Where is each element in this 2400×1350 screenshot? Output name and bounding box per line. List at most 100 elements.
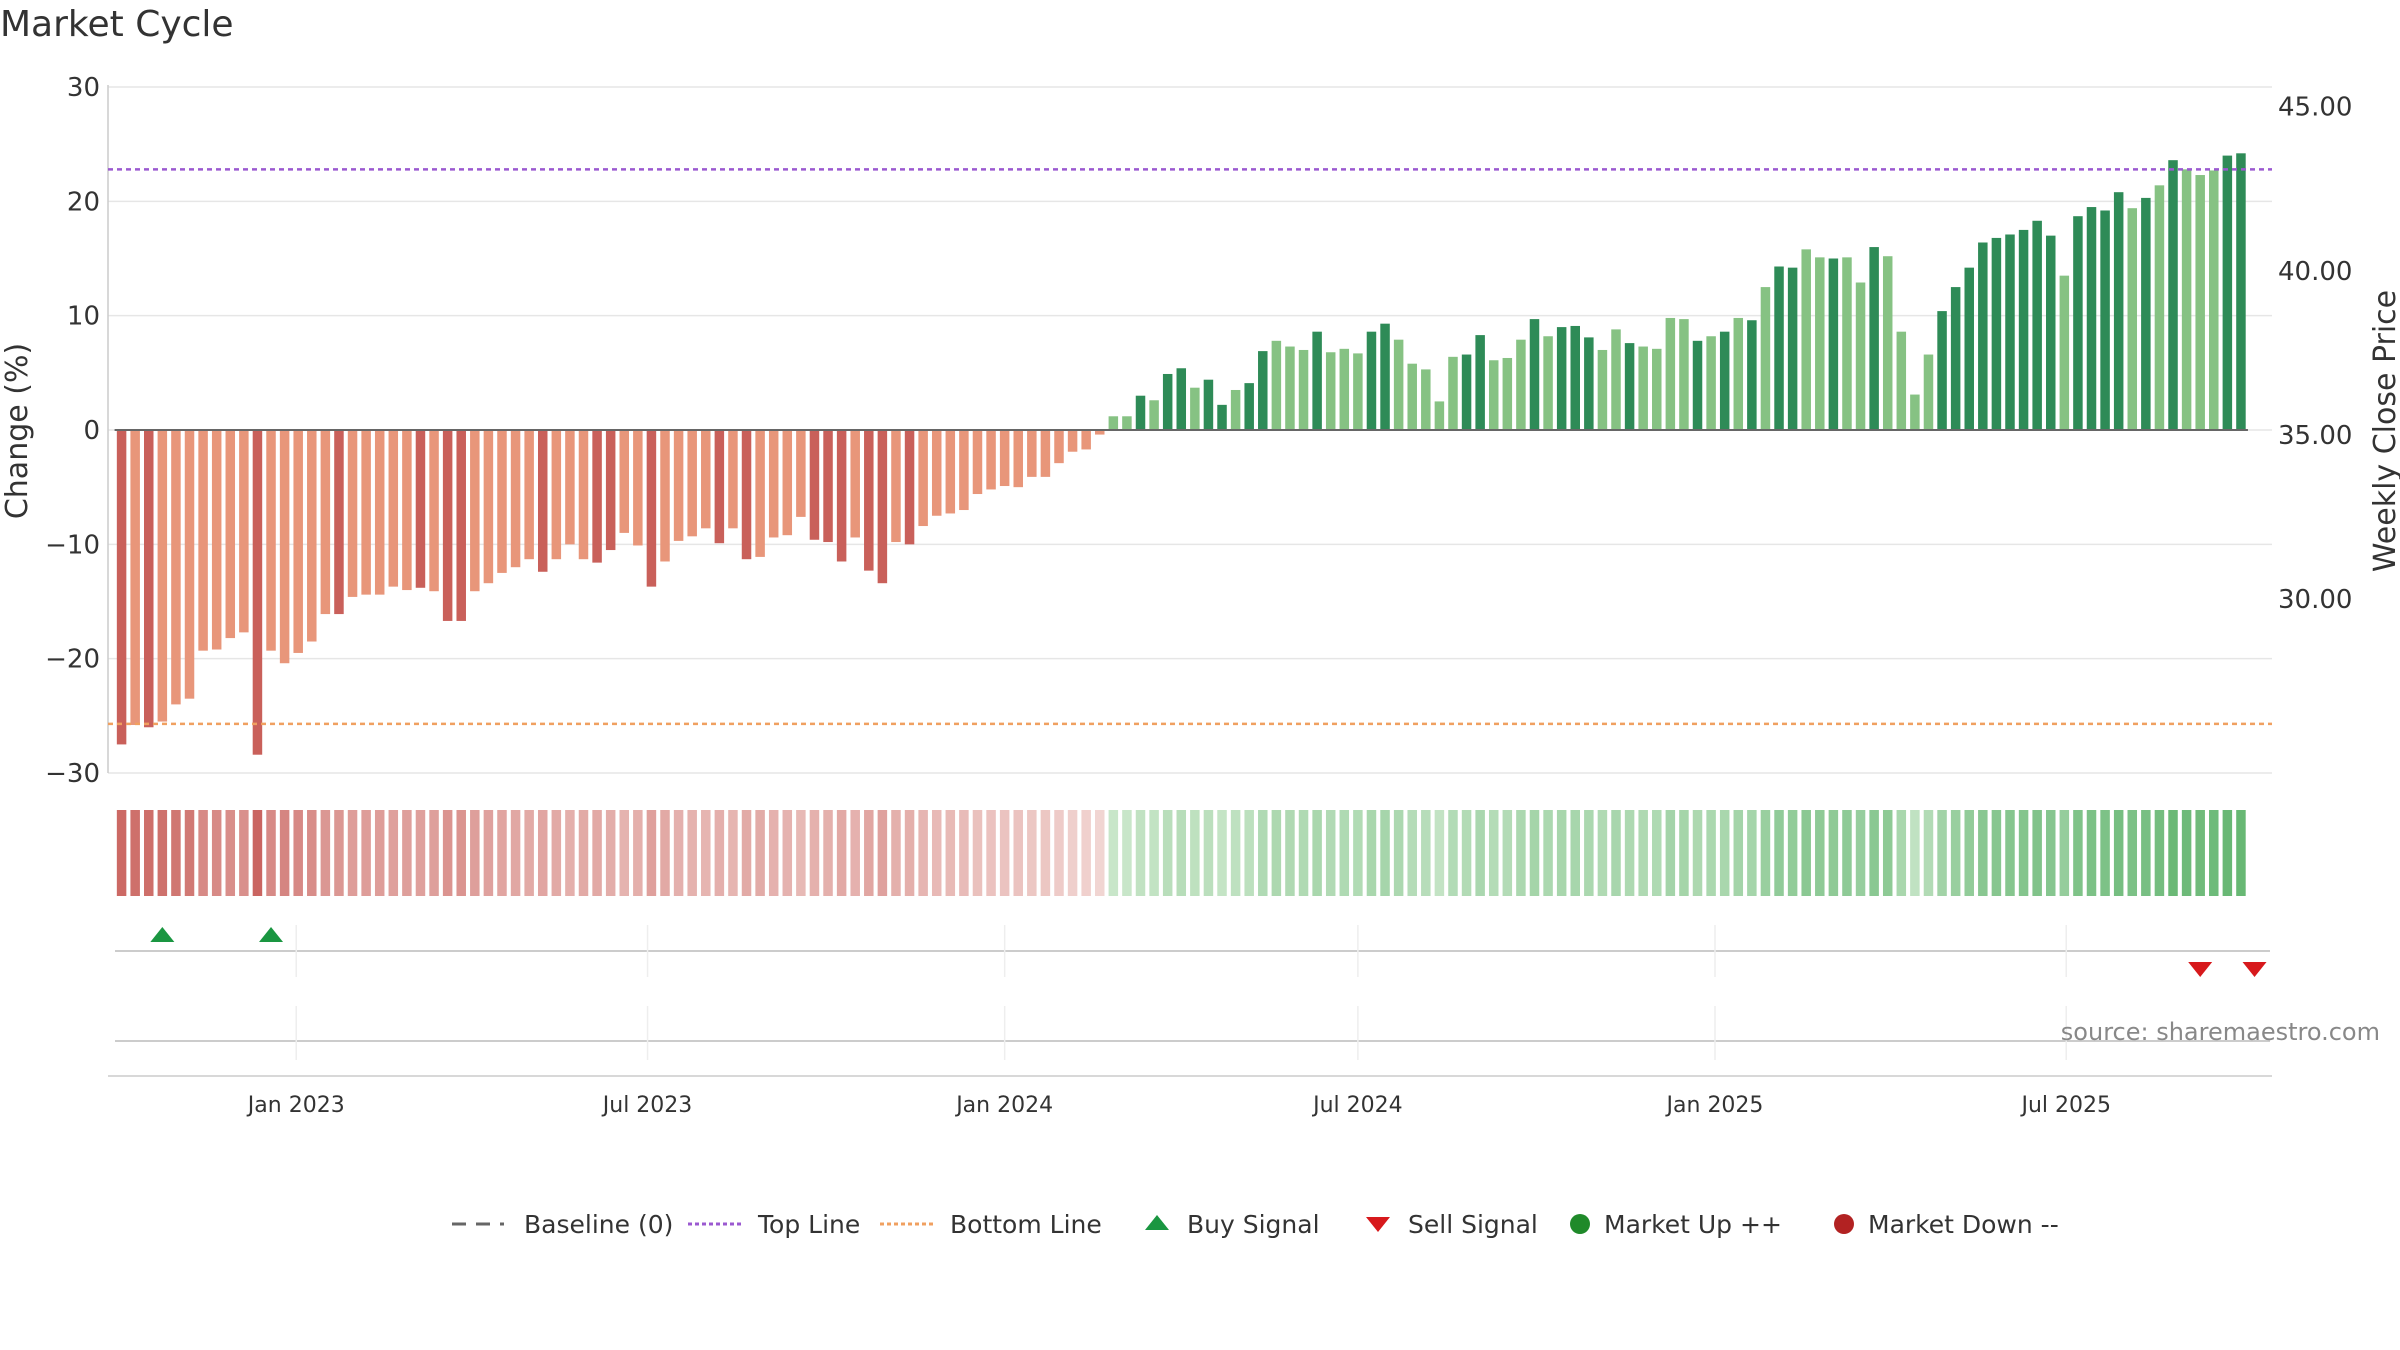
- bar: [1448, 356, 1458, 430]
- x-tick-label: Jan 2025: [1665, 1093, 1764, 1118]
- bar: [673, 430, 684, 541]
- bar: [1638, 346, 1648, 430]
- bar: [592, 430, 602, 563]
- bar: [1760, 287, 1771, 430]
- bar: [986, 430, 996, 490]
- bar: [2018, 229, 2029, 430]
- heat-cell: [470, 810, 480, 896]
- axes: Change (%) Weekly Close Price 30 20 10 0 −10…: [0, 73, 2400, 1118]
- bar: [728, 430, 738, 529]
- heat-cell: [1882, 810, 1893, 896]
- bar: [402, 430, 412, 591]
- heat-cell: [687, 810, 697, 896]
- bar: [144, 430, 154, 728]
- heat-cell: [239, 810, 249, 896]
- heat-cell: [2032, 810, 2042, 896]
- bar: [959, 430, 969, 511]
- bar: [307, 430, 317, 642]
- bar: [864, 430, 874, 571]
- heat-cell: [1488, 810, 1499, 896]
- heat-cell: [2005, 810, 2015, 896]
- bar: [836, 430, 847, 562]
- heat-cell: [891, 810, 901, 896]
- bar: [1747, 320, 1757, 430]
- heat-cell: [184, 810, 195, 896]
- bar: [687, 430, 697, 537]
- heat-cell: [877, 810, 888, 896]
- bar: [1298, 349, 1309, 430]
- heat-cell: [402, 810, 412, 896]
- heat-cell: [646, 810, 657, 896]
- heat-cell: [633, 810, 643, 896]
- heat-cell: [1448, 810, 1458, 896]
- bar: [1597, 349, 1608, 430]
- bar: [1176, 368, 1187, 430]
- bar: [1719, 331, 1730, 430]
- heat-cell: [1652, 810, 1662, 896]
- bar: [999, 430, 1010, 487]
- bar: [1380, 323, 1390, 430]
- heat-cell: [2086, 810, 2097, 896]
- heat-cell: [320, 810, 331, 896]
- bar: [2154, 185, 2165, 430]
- heat-cell: [171, 810, 181, 896]
- heat-cell: [266, 810, 276, 896]
- heat-cell: [1298, 810, 1309, 896]
- bar: [184, 430, 195, 699]
- legend-label: Baseline (0): [524, 1210, 673, 1239]
- heat-cell: [1380, 810, 1390, 896]
- reference-lines: [108, 168, 2272, 726]
- y-tick-label: −20: [45, 645, 100, 675]
- heat-cell: [904, 810, 915, 896]
- heat-cell: [2236, 810, 2246, 896]
- source-label: source: sharemaestro.com: [2061, 1018, 2380, 1046]
- heat-cell: [2209, 810, 2219, 896]
- heat-cell: [1950, 810, 1961, 896]
- bar: [2141, 197, 2151, 430]
- bar: [823, 430, 833, 543]
- heat-cell: [1461, 810, 1472, 896]
- y2-tick-label: 30.00: [2278, 585, 2352, 615]
- bar: [225, 430, 236, 639]
- x-tick-label: Jul 2024: [1311, 1093, 1403, 1118]
- bar: [1013, 430, 1023, 488]
- bar: [1488, 360, 1499, 430]
- heat-cell: [1339, 810, 1350, 896]
- heat-cell: [537, 810, 548, 896]
- heat-cell: [1217, 810, 1227, 896]
- bar: [211, 430, 222, 650]
- bar: [1217, 404, 1227, 430]
- bar: [1135, 395, 1146, 430]
- heat-cell: [374, 810, 385, 896]
- heat-cell: [1611, 810, 1621, 896]
- bar: [1611, 329, 1621, 430]
- bar: [2059, 275, 2070, 430]
- bar: [1896, 331, 1907, 430]
- bar: [1067, 430, 1078, 452]
- heat-cell: [1801, 810, 1811, 896]
- bar: [1910, 394, 1920, 430]
- heat-cell: [1747, 810, 1757, 896]
- bar: [2073, 216, 2083, 430]
- heat-strip: [116, 810, 2246, 896]
- bar: [1027, 430, 1037, 477]
- heat-cell: [388, 810, 399, 896]
- y-tick-label: 10: [67, 302, 100, 332]
- legend-label: Sell Signal: [1408, 1210, 1538, 1239]
- bar: [796, 430, 806, 517]
- heat-cell: [1067, 810, 1078, 896]
- bar: [809, 430, 820, 540]
- heat-cell: [211, 810, 222, 896]
- bar: [1855, 282, 1866, 430]
- heat-cell: [931, 810, 942, 896]
- heat-cell: [157, 810, 168, 896]
- heat-cell: [497, 810, 507, 896]
- bar: [605, 430, 616, 551]
- bar: [660, 430, 670, 562]
- heat-cell: [1815, 810, 1825, 896]
- heat-cell: [1855, 810, 1866, 896]
- heat-cell: [565, 810, 575, 896]
- bar: [1190, 387, 1200, 430]
- heat-cell: [1760, 810, 1771, 896]
- bar: [1244, 383, 1254, 430]
